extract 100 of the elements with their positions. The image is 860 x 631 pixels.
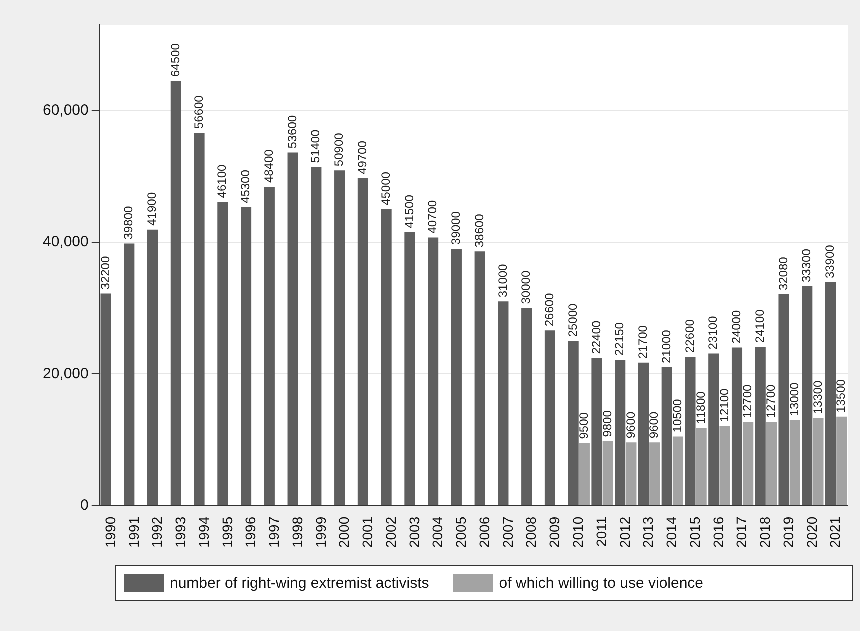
y-tick-label: 20,000 — [42, 365, 89, 382]
x-tick-label: 2004 — [430, 516, 446, 548]
bar — [696, 428, 707, 506]
data-label: 21700 — [636, 325, 650, 359]
bar — [778, 294, 790, 506]
data-label: 41500 — [402, 194, 416, 228]
data-label: 40700 — [426, 200, 440, 234]
data-label: 13500 — [834, 379, 848, 413]
data-label: 64500 — [168, 43, 182, 77]
x-tick-label: 1993 — [172, 516, 189, 548]
bar — [732, 348, 743, 506]
data-label: 9800 — [600, 410, 614, 438]
bar — [743, 422, 754, 506]
data-label: 53600 — [285, 115, 300, 149]
x-tick-label: 2009 — [546, 516, 563, 548]
x-tick-label: 2006 — [476, 516, 492, 548]
data-label: 22400 — [589, 320, 604, 354]
x-tick-label: 2014 — [664, 516, 680, 548]
data-label: 9500 — [577, 412, 592, 440]
x-tick-label: 2013 — [640, 516, 656, 548]
x-tick-label: 1999 — [312, 516, 329, 548]
x-tick-label: 1997 — [266, 516, 282, 548]
data-label: 39000 — [449, 211, 464, 245]
data-label: 22150 — [612, 322, 627, 356]
data-label: 32080 — [776, 256, 790, 291]
bar — [672, 436, 684, 506]
bar — [311, 167, 322, 506]
bar — [615, 360, 626, 506]
bar — [836, 416, 848, 506]
data-label: 12700 — [740, 384, 755, 418]
x-tick-label: 2012 — [616, 516, 633, 548]
bar — [498, 302, 509, 506]
data-label: 10500 — [670, 398, 685, 433]
bar — [626, 442, 637, 506]
data-label: 48400 — [262, 149, 276, 184]
bar — [650, 442, 660, 506]
x-tick-label: 2002 — [382, 516, 399, 548]
x-tick-label: 2001 — [360, 516, 376, 548]
bar — [381, 209, 392, 506]
x-tick-label: 2017 — [734, 516, 750, 548]
x-tick-label: 2010 — [570, 516, 586, 548]
data-label: 51400 — [308, 130, 323, 164]
bar — [474, 252, 486, 506]
bar — [579, 443, 590, 506]
x-tick-label: 2011 — [593, 516, 610, 547]
data-label: 22600 — [682, 319, 697, 353]
bar — [568, 341, 579, 506]
data-label: 23100 — [706, 316, 720, 350]
data-label: 24000 — [730, 310, 744, 344]
data-label: 33900 — [823, 244, 838, 279]
bar — [358, 178, 368, 506]
data-label: 13300 — [810, 380, 825, 414]
x-tick-label: 2005 — [453, 516, 470, 548]
x-tick-label: 1991 — [126, 516, 142, 548]
y-tick-label: 0 — [80, 496, 89, 514]
data-label: 25000 — [566, 303, 580, 338]
data-label: 11800 — [694, 391, 708, 424]
legend-label: number of right-wing extremist activists — [170, 574, 430, 592]
x-tick-label: 1995 — [219, 516, 236, 548]
bar — [802, 286, 813, 506]
bar — [170, 80, 182, 506]
bar — [720, 426, 730, 506]
data-label: 45000 — [378, 172, 393, 206]
bar — [522, 308, 532, 506]
bar — [790, 420, 800, 506]
data-label: 56600 — [192, 95, 206, 130]
bar — [825, 282, 836, 506]
x-tick-label: 1996 — [242, 516, 259, 548]
x-tick-label: 2007 — [500, 516, 516, 548]
x-tick-label: 2019 — [780, 516, 796, 548]
bar — [685, 356, 696, 506]
x-tick-label: 2000 — [336, 516, 352, 548]
x-tick-label: 1998 — [289, 516, 306, 548]
data-label: 12100 — [717, 388, 732, 422]
data-label: 32200 — [98, 256, 112, 290]
x-tick-label: 2020 — [804, 516, 820, 548]
data-label: 9600 — [647, 412, 662, 439]
bar — [194, 133, 205, 506]
x-tick-label: 1990 — [102, 516, 118, 548]
bar — [592, 358, 602, 506]
data-label: 49700 — [355, 140, 370, 174]
x-tick-label: 2018 — [757, 516, 774, 548]
data-label: 30000 — [519, 270, 534, 304]
bar — [334, 170, 346, 506]
bar — [708, 354, 720, 506]
data-label: 12700 — [764, 384, 778, 418]
bar — [218, 202, 228, 506]
y-tick-label: 60,000 — [42, 102, 89, 119]
bar — [428, 238, 439, 506]
bar — [148, 230, 158, 506]
data-label: 26600 — [542, 292, 557, 327]
data-label: 39800 — [122, 206, 136, 240]
data-label: 9600 — [624, 412, 638, 439]
bar — [124, 244, 135, 506]
x-tick-label: 2008 — [523, 516, 540, 548]
x-tick-label: 2016 — [710, 516, 726, 548]
bar — [264, 187, 275, 506]
x-tick-label: 2003 — [406, 516, 422, 548]
data-label: 13000 — [787, 382, 802, 416]
bar — [288, 152, 298, 506]
